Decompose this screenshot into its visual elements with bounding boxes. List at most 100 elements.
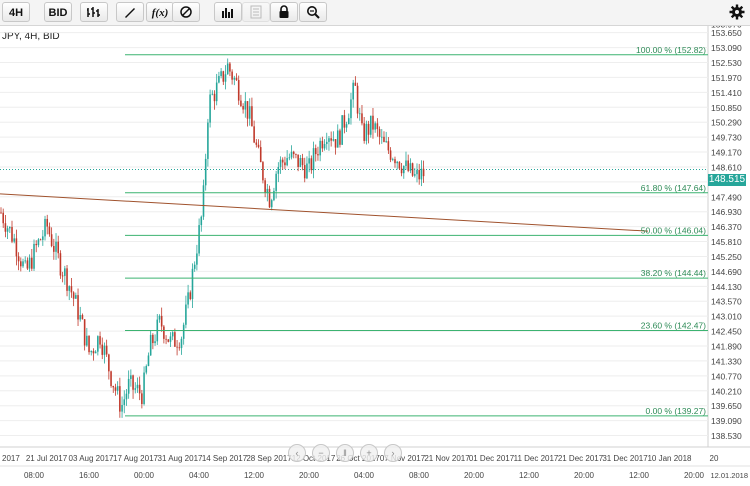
scroll-right-icon[interactable]: › <box>384 444 402 462</box>
x-date-label: 2017 <box>2 454 20 463</box>
candle-body <box>24 260 27 262</box>
x-time-label: 12:00 <box>519 471 540 480</box>
candle-body <box>86 335 88 346</box>
candle-body <box>407 160 409 171</box>
candle-body <box>35 243 38 246</box>
function-button[interactable]: f(x) <box>146 2 174 22</box>
y-tick-label: 146.930 <box>711 207 742 217</box>
x-date-label: 14 Sep 2017 <box>202 454 248 463</box>
zoom-button[interactable] <box>299 2 327 22</box>
candle-body <box>222 71 225 82</box>
candle-body <box>264 180 266 193</box>
candle-body <box>387 141 390 151</box>
candle-body <box>160 315 163 327</box>
zoom-in-icon[interactable]: + <box>360 444 378 462</box>
x-date-label: 21 Dec 2017 <box>558 454 604 463</box>
candle-body <box>339 130 341 145</box>
candle-body <box>68 286 71 291</box>
candle-body <box>301 157 304 166</box>
candle-body <box>75 295 77 299</box>
candle-body <box>295 154 297 155</box>
y-tick-label: 152.530 <box>711 58 742 68</box>
candle-body <box>9 226 11 229</box>
candle-body <box>37 239 40 246</box>
x-date-label: 31 Aug 2017 <box>158 454 203 463</box>
gear-icon[interactable] <box>728 3 746 21</box>
candle-body <box>50 234 53 247</box>
candle-body <box>400 168 403 174</box>
candle-body <box>171 332 174 337</box>
pause-icon[interactable]: ‖ <box>336 444 354 462</box>
y-tick-label: 153.090 <box>711 43 742 53</box>
candle-body <box>420 168 423 180</box>
candle-body <box>394 159 396 164</box>
candle-body <box>108 354 110 372</box>
candle-body <box>209 94 211 123</box>
y-tick-label: 145.250 <box>711 252 742 262</box>
candle-body <box>290 151 293 158</box>
candle-body <box>314 148 317 155</box>
candle-body <box>418 170 420 180</box>
candle-body <box>220 71 222 77</box>
bar-style-button[interactable] <box>80 2 108 22</box>
candle-body <box>409 163 412 171</box>
lock-button[interactable] <box>270 2 298 22</box>
hide-drawings-button[interactable] <box>172 2 200 22</box>
x-date-label: 11 Dec 2017 <box>514 454 559 463</box>
price-type-button[interactable]: BID <box>44 2 72 22</box>
candle-body <box>356 85 359 114</box>
timeframe-button[interactable]: 4H <box>2 2 30 22</box>
candle-body <box>259 147 262 163</box>
candle-body <box>167 339 170 342</box>
fibonacci-level-label: 38.20 % (144.44) <box>641 268 706 278</box>
candle-body <box>218 76 220 83</box>
y-tick-label: 144.130 <box>711 282 742 292</box>
candle-body <box>200 216 203 226</box>
candle-body <box>191 268 194 300</box>
chart-title: JPY, 4H, BID <box>2 31 60 42</box>
candle-body <box>57 241 60 254</box>
candle-body <box>20 261 22 267</box>
candle-body <box>204 158 207 186</box>
candle-body <box>26 260 29 269</box>
candle-body <box>163 326 165 339</box>
candle-body <box>64 268 66 276</box>
candle-body <box>244 101 247 110</box>
price-chart[interactable]: 153.970153.650 153.090 152.530 151.970 151.4… <box>0 26 750 486</box>
candle-body <box>132 375 134 390</box>
candle-body <box>246 101 249 119</box>
indicators-button[interactable] <box>214 2 242 22</box>
x-time-label: 20:00 <box>464 471 485 480</box>
candle-body <box>174 332 176 347</box>
zoom-out-icon[interactable]: − <box>312 444 330 462</box>
candle-body <box>237 80 240 101</box>
x-date-label: 21 Nov 2017 <box>424 454 470 463</box>
candle-body <box>105 345 108 355</box>
y-tick-label: 149.730 <box>711 133 742 143</box>
candle-body <box>147 355 150 366</box>
y-tick-label: 143.010 <box>711 312 742 322</box>
candle-body <box>211 93 214 95</box>
draw-button[interactable] <box>116 2 144 22</box>
candle-body <box>281 159 284 163</box>
candle-body <box>134 388 137 390</box>
document-button[interactable] <box>242 2 270 22</box>
fibonacci-level-label: 0.00 % (139.27) <box>646 406 707 416</box>
candle-body <box>55 241 57 252</box>
candle-body <box>138 384 141 394</box>
y-tick-label: 138.530 <box>711 431 742 441</box>
candle-body <box>77 295 79 320</box>
x-date-label: 10 Jan 2018 <box>647 454 692 463</box>
candle-body <box>383 136 385 142</box>
function-fx-icon: f(x) <box>151 7 169 19</box>
candle-body <box>198 225 200 254</box>
candle-body <box>130 375 132 379</box>
x-date-label: 21 Jul 2017 <box>26 454 68 463</box>
candle-body <box>299 157 302 167</box>
candle-body <box>273 190 275 201</box>
candle-body <box>312 148 315 171</box>
x-time-label: 20:00 <box>574 471 595 480</box>
candle-body <box>81 315 84 320</box>
scroll-left-icon[interactable]: ‹ <box>288 444 306 462</box>
candle-body <box>257 144 260 148</box>
